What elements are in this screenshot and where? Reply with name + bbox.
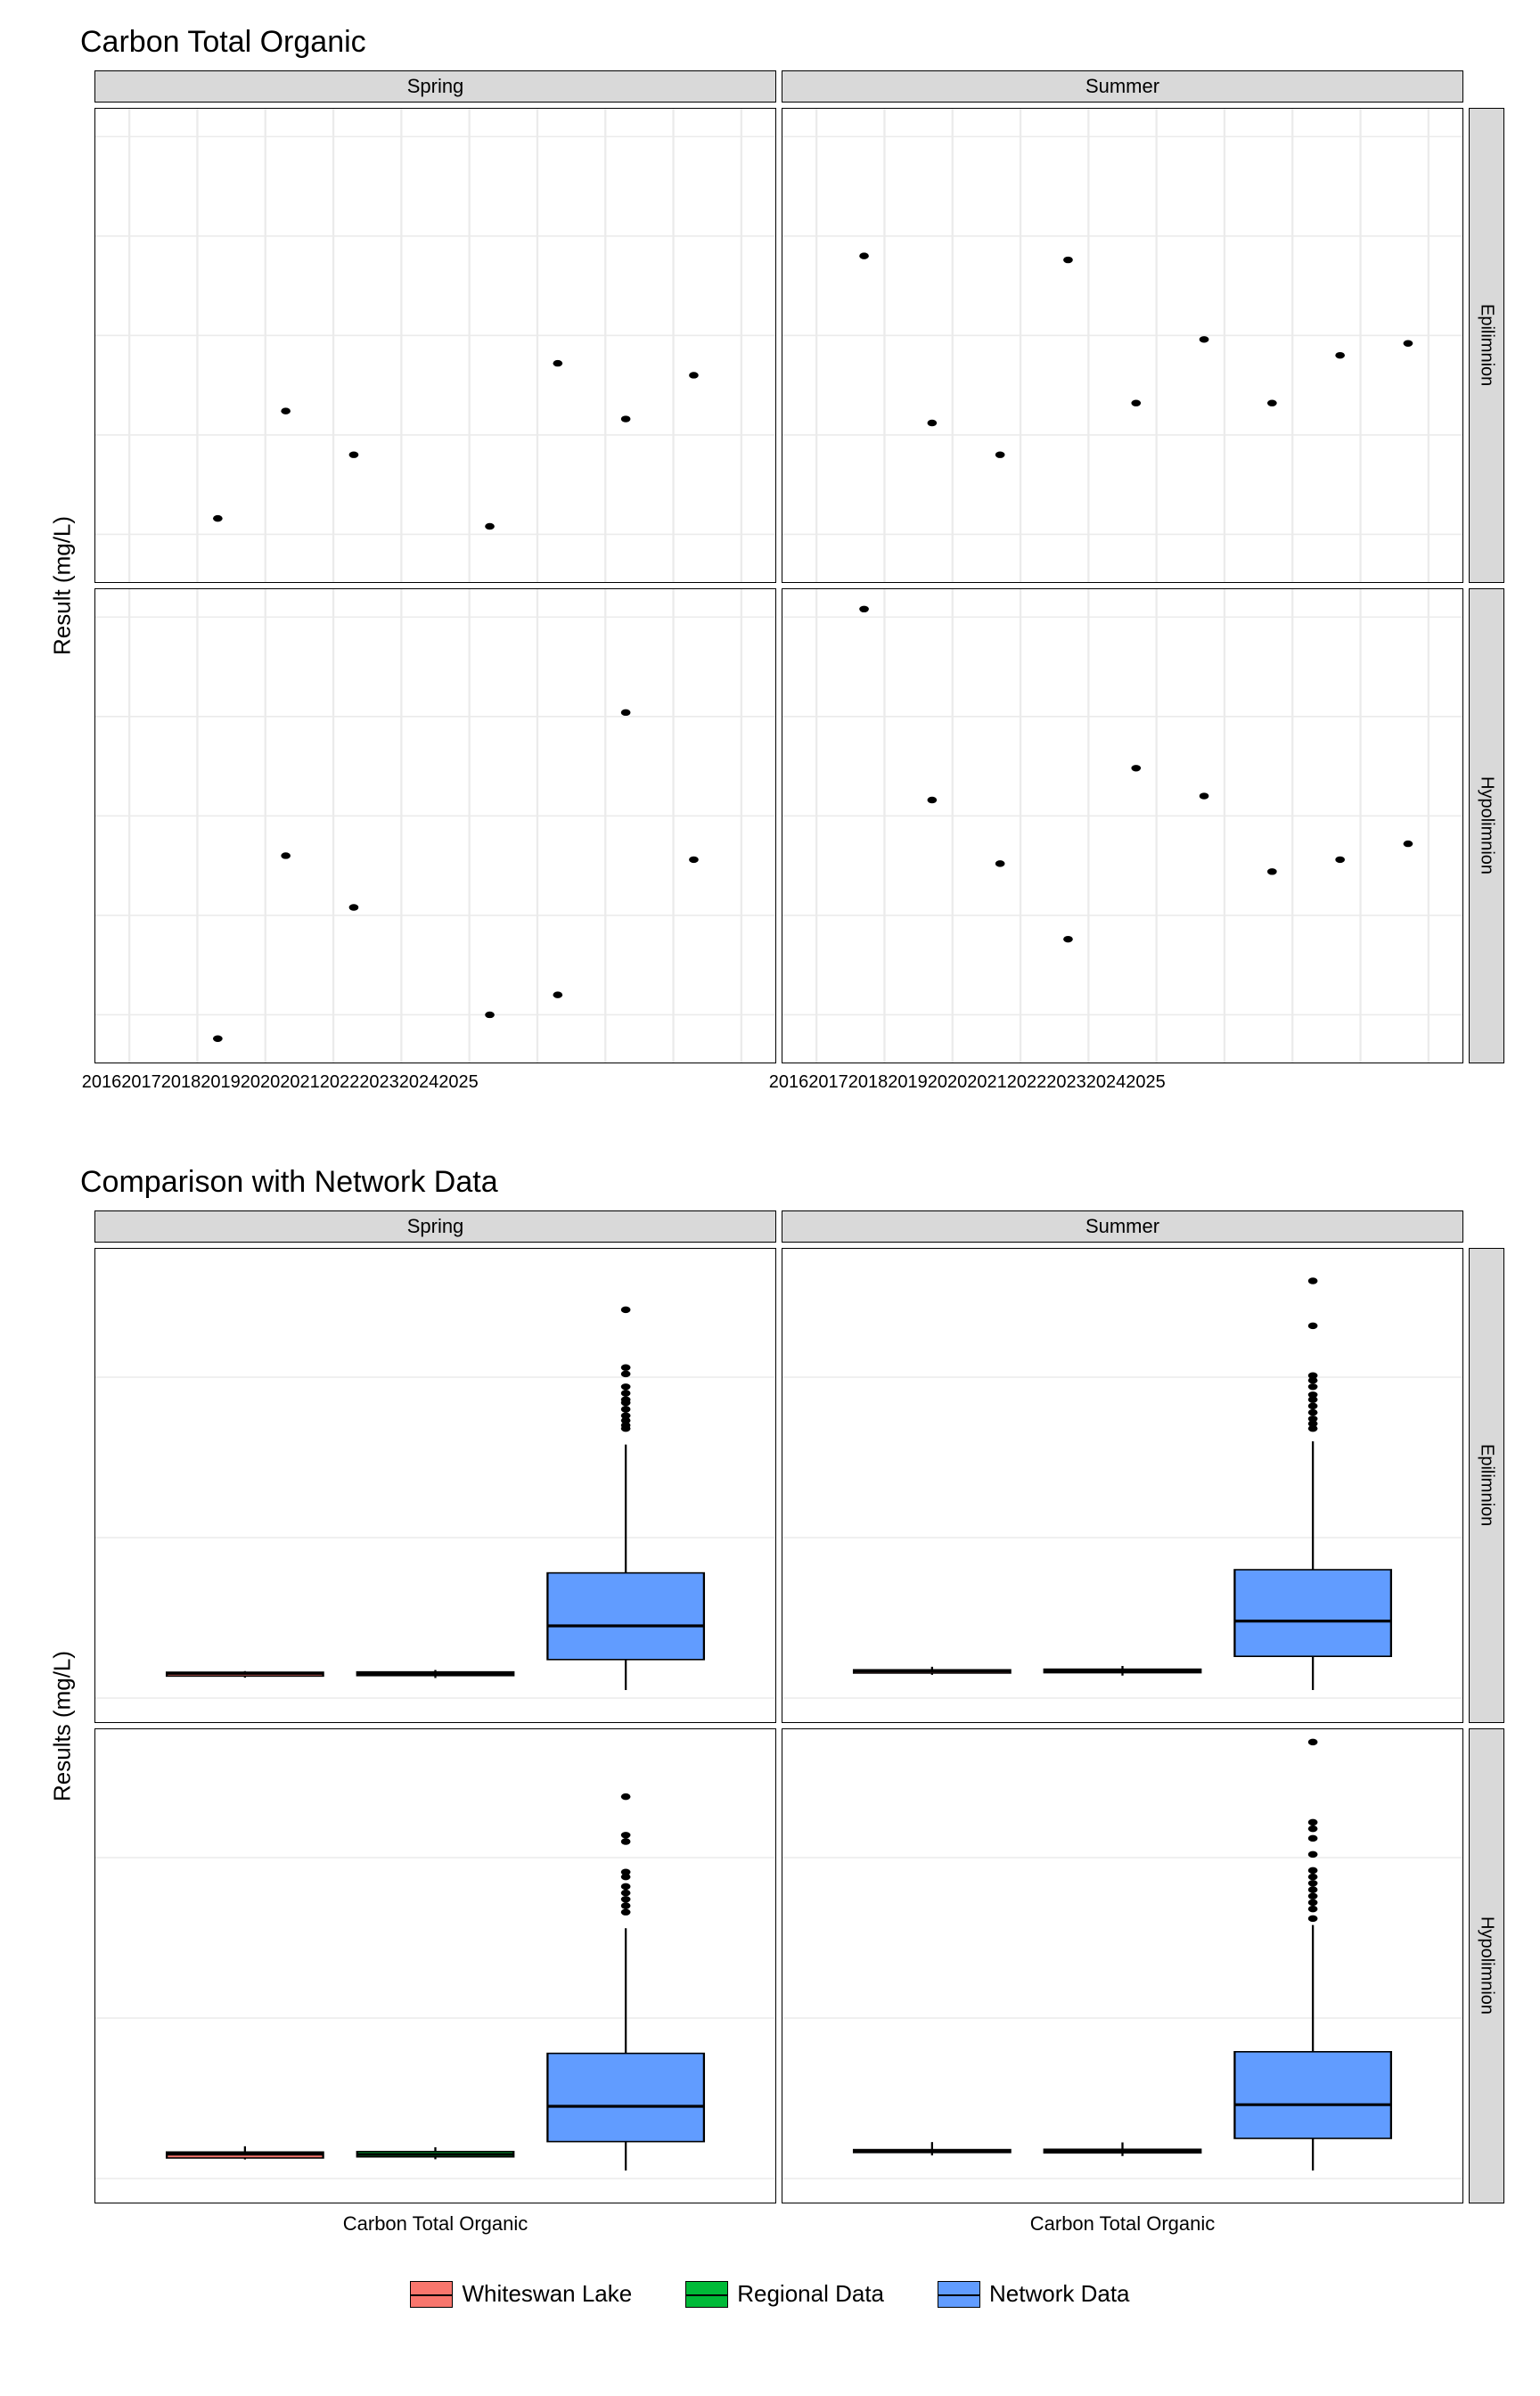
bp-x-label-spring: Carbon Total Organic	[94, 2209, 776, 2236]
boxplot-facet-grid: Spring Summer Results (mg/L) 01020 Epili…	[36, 1210, 1504, 2244]
bp-strip-row-hypo: Hypolimnion	[1469, 1728, 1504, 2203]
legend-key-regional	[685, 2281, 728, 2308]
legend-label-network: Network Data	[989, 2280, 1130, 2308]
scatter-title: Carbon Total Organic	[80, 25, 1504, 60]
boxplot-panel-spring-hypo: 01020	[94, 1728, 776, 2203]
scatter-y-label: Result (mg/L)	[36, 108, 89, 1063]
legend-item-network: Network Data	[938, 2280, 1130, 2308]
boxplot-title: Comparison with Network Data	[80, 1165, 1504, 1200]
legend-key-network	[938, 2281, 980, 2308]
scatter-x-ticks-spring: 2016201720182019202020212022202320242025	[94, 1069, 505, 1104]
legend-label-regional: Regional Data	[737, 2280, 884, 2308]
boxplot-panel-summer-hypo	[782, 1728, 1463, 2203]
scatter-panel-spring-hypo: 1.251.501.752.002.25	[94, 588, 776, 1063]
scatter-facet-grid: Spring Summer Result (mg/L) 1.251.501.75…	[36, 70, 1504, 1104]
bp-strip-col-spring: Spring	[94, 1210, 776, 1243]
bp-strip-col-summer: Summer	[782, 1210, 1463, 1243]
boxplot-panel-summer-epi	[782, 1248, 1463, 1723]
scatter-panel-summer-hypo	[782, 588, 1463, 1063]
legend-key-whiteswan	[410, 2281, 453, 2308]
legend-item-whiteswan: Whiteswan Lake	[410, 2280, 632, 2308]
strip-row-hypo: Hypolimnion	[1469, 588, 1504, 1063]
strip-row-epi: Epilimnion	[1469, 108, 1504, 583]
legend-item-regional: Regional Data	[685, 2280, 884, 2308]
bp-strip-row-epi: Epilimnion	[1469, 1248, 1504, 1723]
boxplot-panel-spring-epi: 01020	[94, 1248, 776, 1723]
strip-col-summer: Summer	[782, 70, 1463, 103]
legend: Whiteswan Lake Regional Data Network Dat…	[36, 2280, 1504, 2308]
bp-x-label-summer: Carbon Total Organic	[782, 2209, 1463, 2236]
scatter-panel-spring-epi: 1.251.501.752.002.25	[94, 108, 776, 583]
scatter-x-ticks-summer: 2016201720182019202020212022202320242025	[782, 1069, 1192, 1104]
legend-label-whiteswan: Whiteswan Lake	[462, 2280, 632, 2308]
strip-col-spring: Spring	[94, 70, 776, 103]
scatter-panel-summer-epi	[782, 108, 1463, 583]
boxplot-y-label: Results (mg/L)	[36, 1248, 89, 2203]
